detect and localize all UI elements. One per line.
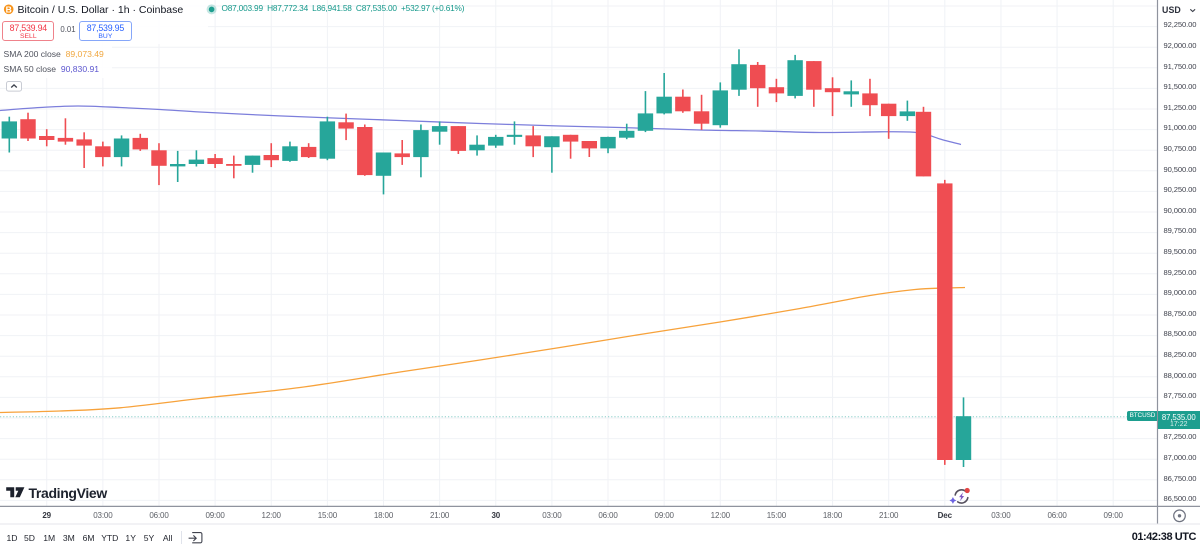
svg-text:B: B	[6, 4, 12, 14]
